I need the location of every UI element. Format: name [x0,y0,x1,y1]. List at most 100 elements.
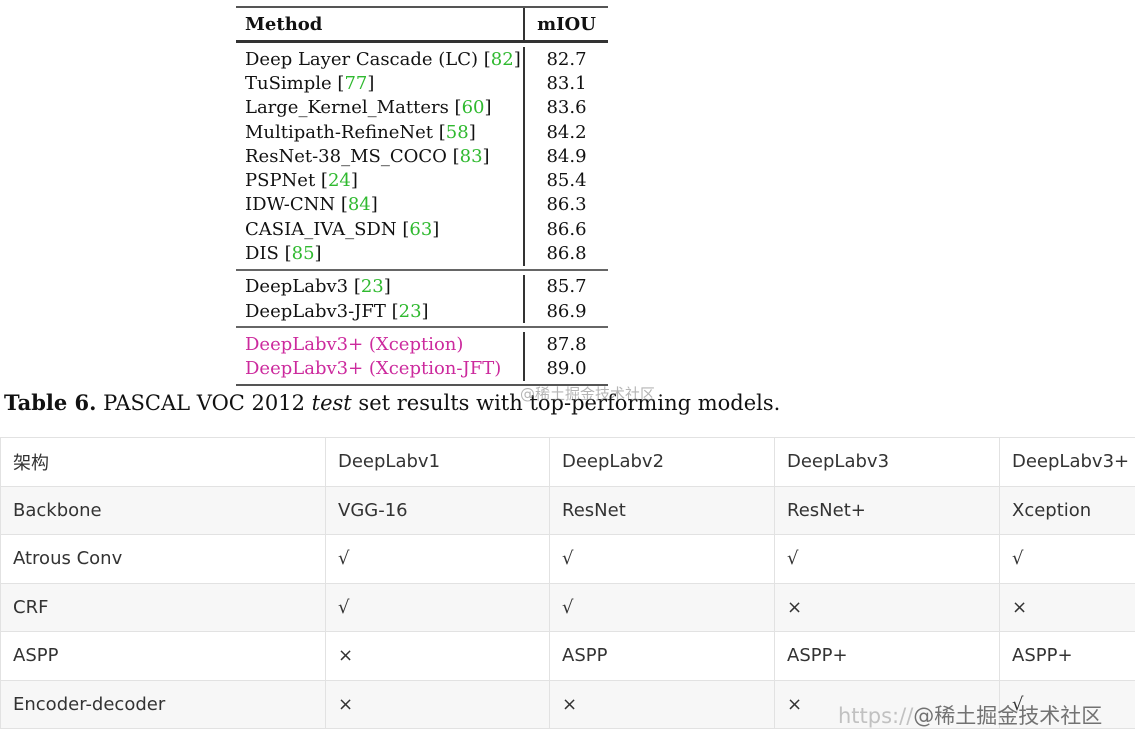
top-rule [236,6,608,8]
table-cell: √ [325,534,550,584]
miou-value: 82.7 [523,47,608,72]
table-row: DeepLabv3+ (Xception-JFT) 89.0 [236,356,608,381]
method-name: PSPNet [245,170,316,192]
citation-link[interactable]: 58 [445,121,469,143]
method-name: DIS [245,243,279,265]
table-row: Multipath-RefineNet [58] 84.2 [236,119,608,145]
table-cell: DeepLabv3+ [999,437,1135,487]
citation-link[interactable]: 63 [409,218,433,240]
table-row: Deep Layer Cascade (LC) [82] 82.7 [236,47,608,72]
method-cell: DeepLabv3+ (Xception-JFT) [236,358,523,379]
bottom-watermark: https://@稀土掘金技术社区 [838,700,1102,730]
table-cell: DeepLabv2 [549,437,775,487]
table-row: Atrous Conv √ √ √ √ [0,534,1135,584]
miou-value: 89.0 [523,356,608,381]
method-cell: DeepLabv3+ (Xception) [236,334,523,355]
table-cell: × [325,679,550,729]
caption-text-pre: PASCAL VOC 2012 [96,391,312,415]
architecture-comparison-table: 架构 DeepLabv1 DeepLabv2 DeepLabv3 DeepLabv3+ B… [0,437,1135,729]
table-cell: × [549,679,775,729]
miou-value: 85.7 [523,274,608,299]
miou-value: 86.8 [523,241,608,266]
table-cell: √ [549,582,775,632]
table-row: DIS [85] 86.8 [236,241,608,266]
miou-value: 86.3 [523,192,608,218]
citation-link[interactable]: 23 [398,300,422,322]
citation-link[interactable]: 84 [347,194,371,216]
table-row: DeepLabv3-JFT [23] 86.9 [236,298,608,324]
caption-emphasis: test [311,391,352,415]
table-cell: Xception [999,485,1135,535]
header-rule [236,40,608,43]
method-name: IDW-CNN [245,194,336,216]
group-rule [236,268,608,271]
table-caption: Table 6. PASCAL VOC 2012 test set result… [4,390,780,415]
method-name: CASIA_IVA_SDN [245,218,397,240]
table-cell: VGG-16 [325,485,550,535]
table-cell: DeepLabv1 [325,437,550,487]
citation-link[interactable]: 83 [459,145,483,167]
method-name: DeepLabv3 [245,276,349,298]
table-cell: ASPP [549,631,775,681]
table-row: Encoder-decoder × × × √ [0,679,1135,729]
citation-link[interactable]: 23 [360,276,384,298]
method-cell: DIS [85] [245,243,322,265]
header-row: 架构 DeepLabv1 DeepLabv2 DeepLabv3 DeepLabv3+ [0,437,1135,487]
row-label-cell: 架构 [0,437,326,487]
row-label-cell: Atrous Conv [0,534,326,584]
table-cell: × [774,582,1000,632]
bottom-rule [236,383,608,386]
table-row: Large_Kernel_Matters [60] 83.6 [236,95,608,120]
table-cell: √ [325,582,550,632]
group-rule [236,326,608,329]
table-row: CASIA_IVA_SDN [63] 86.6 [236,217,608,242]
method-cell: Deep Layer Cascade (LC) [82] [245,48,521,70]
table-row: ASPP × ASPP ASPP+ ASPP+ [0,631,1135,681]
miou-value: 86.9 [523,298,608,324]
table-cell: DeepLabv3 [774,437,1000,487]
results-table: Method mIOU Deep Layer Cascade (LC) [82]… [236,6,608,386]
method-name: DeepLabv3+ (Xception-JFT) [245,358,502,380]
method-header: Method [245,13,323,35]
row-group: DeepLabv3 [23] 85.7 DeepLabv3-JFT [23] 86.9 [236,271,608,327]
citation-link[interactable]: 60 [461,97,485,119]
table-cell: √ [999,534,1135,584]
method-cell: IDW-CNN [84] [245,194,378,216]
table-row: IDW-CNN [84] 86.3 [236,192,608,218]
table-row: DeepLabv3 [23] 85.7 [236,274,608,299]
table-cell: ASPP+ [774,631,1000,681]
table-row: TuSimple [77] 83.1 [236,71,608,96]
citation-link[interactable]: 77 [344,72,368,94]
method-cell: Multipath-RefineNet [58] [245,121,476,143]
table-row: DeepLabv3+ (Xception) 87.8 [236,332,608,357]
citation-link[interactable]: 82 [490,48,514,70]
caption-text-post: set results with top-performing models. [351,391,781,415]
watermark-url: https:// [838,704,914,728]
row-label-cell: CRF [0,582,326,632]
method-cell: CASIA_IVA_SDN [63] [245,218,440,240]
method-cell: ResNet-38_MS_COCO [83] [245,145,490,167]
miou-value: 83.1 [523,71,608,96]
caption-watermark: @稀土掘金技术社区 [520,385,656,403]
table-cell: × [325,631,550,681]
table-cell: √ [549,534,775,584]
table-row: ResNet-38_MS_COCO [83] 84.9 [236,144,608,169]
table-cell: ResNet+ [774,485,1000,535]
table-cell: ASPP+ [999,631,1135,681]
row-label-cell: Encoder-decoder [0,679,326,729]
table-cell: × [774,679,1000,729]
table-cell: × [999,582,1135,632]
row-group: Deep Layer Cascade (LC) [82] 82.7 TuSimple… [236,43,608,269]
caption-label: Table 6. [4,390,97,415]
method-name: ResNet-38_MS_COCO [245,145,447,167]
method-name: Multipath-RefineNet [245,121,434,143]
table-row: Backbone VGG-16 ResNet ResNet+ Xception [0,485,1135,535]
miou-value: 84.2 [523,119,608,145]
miou-value: 86.6 [523,217,608,242]
citation-link[interactable]: 85 [291,243,315,265]
method-name: DeepLabv3-JFT [245,300,386,322]
citation-link[interactable]: 24 [327,170,351,192]
row-label-cell: Backbone [0,485,326,535]
row-group: DeepLabv3+ (Xception) 87.8 DeepLabv3+ (Xce… [236,328,608,384]
table-row: CRF √ √ × × [0,582,1135,632]
